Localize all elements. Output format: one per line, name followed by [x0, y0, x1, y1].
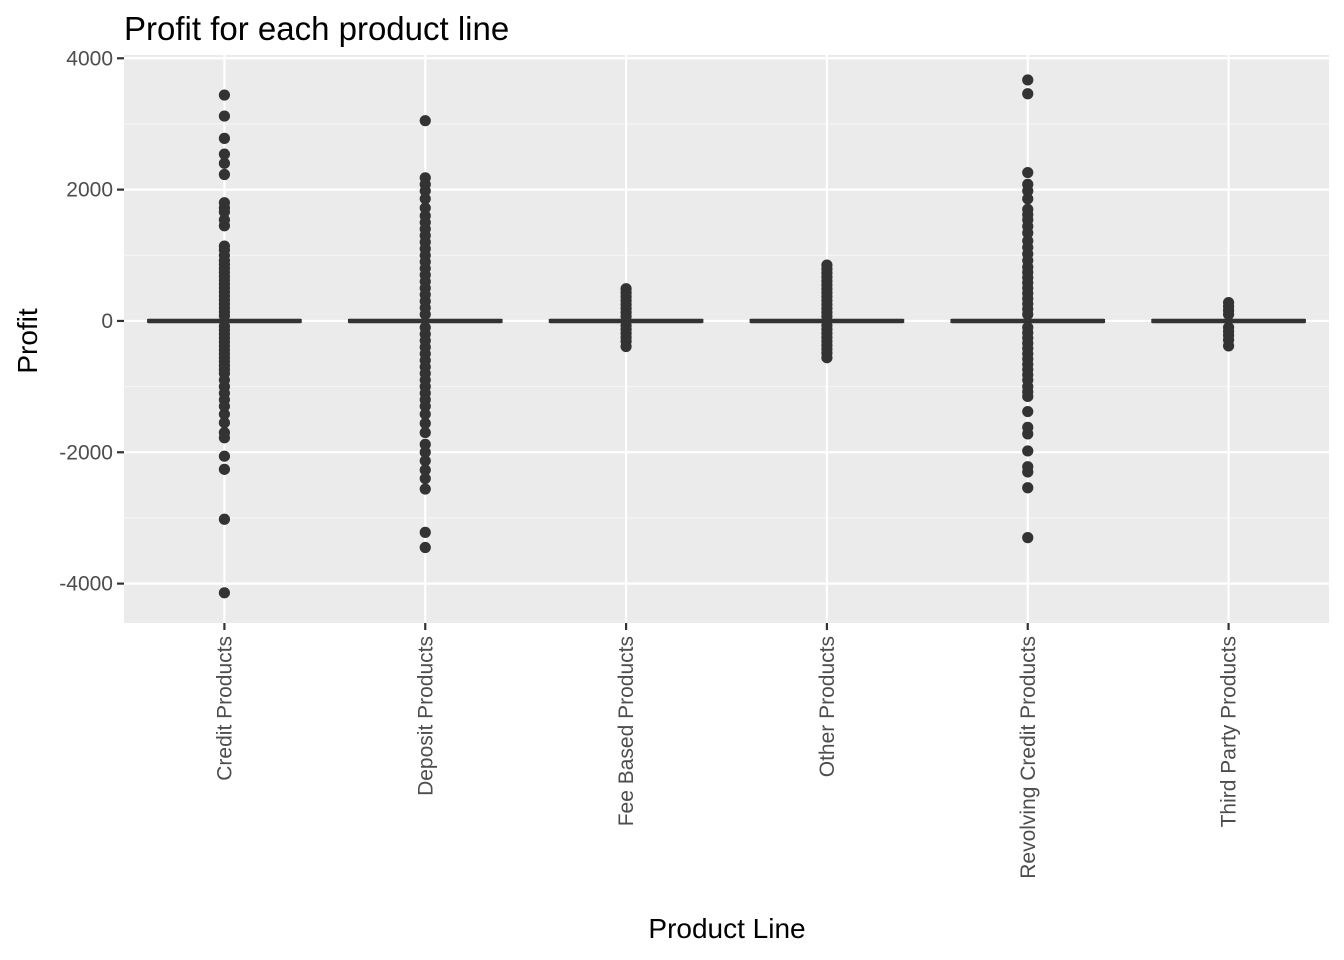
outlier-point [419, 308, 431, 320]
outlier-point [218, 157, 231, 169]
x-tick-label: Deposit Products [414, 636, 437, 796]
outlier-point [218, 463, 231, 475]
outlier-point [218, 132, 231, 144]
x-tick-label: Other Products [816, 636, 839, 777]
outlier-point [218, 587, 231, 599]
box-group [749, 259, 905, 364]
outlier-point [419, 455, 431, 467]
outlier-point [218, 310, 231, 322]
outlier-point [1022, 482, 1034, 494]
box-group [548, 283, 704, 353]
outlier-point [218, 110, 231, 122]
outlier-point [419, 400, 431, 412]
boxes-layer [147, 74, 1306, 599]
outlier-point [419, 426, 431, 439]
outlier-point [419, 526, 431, 538]
box-group [950, 74, 1106, 544]
outlier-point [218, 220, 231, 232]
y-axis: -4000 -2000 0 2000 4000 [59, 47, 124, 596]
outlier-point [1022, 445, 1034, 457]
outlier-point [1022, 466, 1034, 478]
outlier-point [218, 513, 231, 525]
outlier-point [1022, 308, 1034, 320]
x-tick-label: Fee Based Products [615, 636, 638, 826]
outlier-point [821, 352, 833, 364]
outlier-point [1022, 532, 1034, 544]
box-group [147, 89, 302, 599]
outlier-point [419, 541, 431, 554]
box-group [1151, 296, 1306, 352]
outlier-point [1022, 74, 1034, 86]
x-tick-label: Revolving Credit Products [1017, 636, 1040, 879]
outlier-point [1022, 405, 1034, 418]
outlier-point [419, 464, 431, 476]
outlier-point [218, 206, 231, 218]
outlier-point [1022, 193, 1034, 205]
outlier-point [419, 417, 431, 429]
outlier-point [1222, 340, 1235, 352]
outlier-point [218, 432, 231, 444]
x-tick-label: Credit Products [213, 636, 236, 781]
outlier-point [1022, 390, 1034, 403]
outlier-point [218, 168, 231, 181]
outlier-point [419, 185, 431, 197]
outlier-point [419, 408, 431, 420]
y-tick-label: 2000 [66, 179, 113, 202]
outlier-point [821, 310, 833, 322]
outlier-point [419, 202, 431, 214]
outlier-point [620, 310, 632, 322]
outlier-point [218, 89, 231, 101]
outlier-point [218, 400, 231, 412]
outlier-point [419, 438, 431, 450]
y-tick-label: -2000 [59, 441, 113, 464]
outlier-point [218, 148, 231, 160]
outlier-point [1022, 428, 1034, 440]
outlier-point [419, 115, 431, 127]
outlier-point [1022, 185, 1034, 197]
y-axis-title: Profit [12, 308, 43, 374]
y-tick-label: 0 [101, 310, 113, 333]
outlier-point [1022, 166, 1034, 179]
box-group [347, 115, 503, 554]
outlier-point [419, 483, 431, 495]
outlier-point [419, 193, 431, 205]
y-tick-label: -4000 [59, 573, 113, 596]
outlier-point [1022, 88, 1034, 100]
plot-panel [124, 55, 1329, 623]
x-axis-title: Product Line [648, 913, 805, 944]
outlier-point [218, 450, 231, 462]
outlier-point [218, 408, 231, 420]
x-tick-label: Third Party Products [1218, 636, 1241, 827]
outlier-point [419, 472, 431, 485]
outlier-point [419, 446, 431, 458]
x-axis: Credit Products Deposit Products Fee Based… [213, 623, 1241, 879]
chart-title: Profit for each product line [124, 10, 509, 47]
minor-grid [124, 123, 1329, 519]
outlier-point [218, 417, 231, 429]
y-tick-label: 4000 [66, 47, 113, 70]
outlier-point [1222, 308, 1235, 320]
outlier-point [620, 340, 632, 353]
outlier-point [1022, 227, 1034, 239]
